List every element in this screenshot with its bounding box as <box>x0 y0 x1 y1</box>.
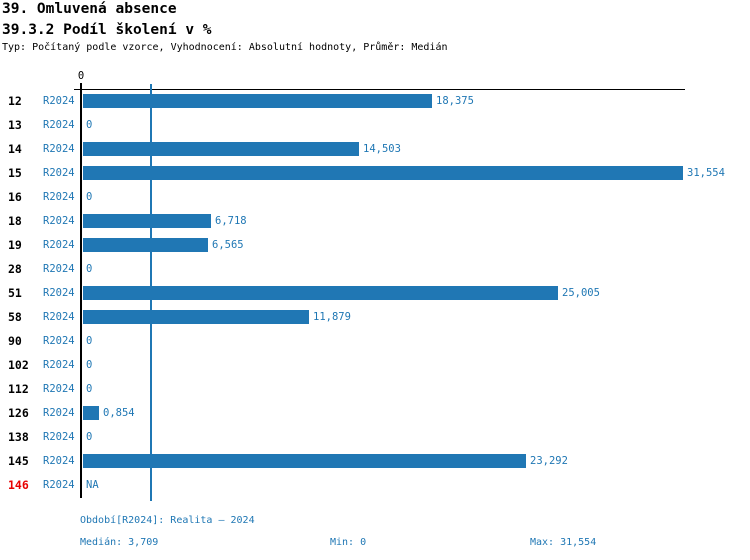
value-bar <box>83 454 526 468</box>
axis-vertical-line <box>80 83 82 498</box>
axis-top-line <box>74 89 685 90</box>
chart-row: 16 R2024 0 <box>0 185 750 209</box>
chart-row: 146 R2024 NA <box>0 473 750 497</box>
chart-row: 13 R2024 0 <box>0 113 750 137</box>
row-period-label: R2024 <box>43 383 75 395</box>
row-period-label: R2024 <box>43 191 75 203</box>
chart-row: 28 R2024 0 <box>0 257 750 281</box>
footer-max-stat: Max: 31,554 <box>530 537 597 548</box>
chart-row: 112 R2024 0 <box>0 377 750 401</box>
chart-meta-line: Typ: Počítaný podle vzorce, Vyhodnocení:… <box>2 42 448 53</box>
row-value-label: 25,005 <box>562 287 600 299</box>
footer-median-stat: Medián: 3,709 <box>80 537 159 548</box>
row-value-label: 31,554 <box>687 167 725 179</box>
value-bar <box>83 406 99 420</box>
row-value-label: 0 <box>86 263 93 275</box>
row-period-label: R2024 <box>43 263 75 275</box>
row-category-label: 138 <box>8 430 29 444</box>
value-bar <box>83 286 558 300</box>
row-value-label: 6,718 <box>215 215 247 227</box>
footer-period-info: Období[R2024]: Realita – 2024 <box>80 515 255 526</box>
row-category-label: 126 <box>8 406 29 420</box>
row-category-label: 102 <box>8 358 29 372</box>
chart-row: 90 R2024 0 <box>0 329 750 353</box>
row-value-label: NA <box>86 479 99 491</box>
row-category-label: 58 <box>8 310 22 324</box>
chart-row: 51 R2024 25,005 <box>0 281 750 305</box>
row-value-label: 0 <box>86 119 93 131</box>
row-category-label: 14 <box>8 142 22 156</box>
chart-row: 19 R2024 6,565 <box>0 233 750 257</box>
row-period-label: R2024 <box>43 167 75 179</box>
value-bar <box>83 94 432 108</box>
row-period-label: R2024 <box>43 479 75 491</box>
row-value-label: 18,375 <box>436 95 474 107</box>
row-period-label: R2024 <box>43 359 75 371</box>
row-period-label: R2024 <box>43 119 75 131</box>
row-period-label: R2024 <box>43 431 75 443</box>
chart-row: 102 R2024 0 <box>0 353 750 377</box>
row-category-label: 16 <box>8 190 22 204</box>
row-category-label: 13 <box>8 118 22 132</box>
row-category-label: 51 <box>8 286 22 300</box>
row-period-label: R2024 <box>43 311 75 323</box>
row-value-label: 0 <box>86 359 93 371</box>
row-category-label: 19 <box>8 238 22 252</box>
row-value-label: 0 <box>86 191 93 203</box>
row-value-label: 11,879 <box>313 311 351 323</box>
row-period-label: R2024 <box>43 143 75 155</box>
row-period-label: R2024 <box>43 407 75 419</box>
chart-row: 14 R2024 14,503 <box>0 137 750 161</box>
chart-row: 58 R2024 11,879 <box>0 305 750 329</box>
row-value-label: 6,565 <box>212 239 244 251</box>
row-value-label: 23,292 <box>530 455 568 467</box>
chart-row: 138 R2024 0 <box>0 425 750 449</box>
row-period-label: R2024 <box>43 215 75 227</box>
row-period-label: R2024 <box>43 455 75 467</box>
chart-title: 39.3.2 Podíl školení v % <box>2 22 212 38</box>
row-category-label: 28 <box>8 262 22 276</box>
page-title: 39. Omluvená absence <box>2 1 177 17</box>
row-value-label: 0 <box>86 335 93 347</box>
chart-row: 12 R2024 18,375 <box>0 89 750 113</box>
row-category-label: 112 <box>8 382 29 396</box>
chart-row: 145 R2024 23,292 <box>0 449 750 473</box>
value-bar <box>83 166 683 180</box>
axis-zero-tick-label: 0 <box>77 70 85 82</box>
chart-row: 15 R2024 31,554 <box>0 161 750 185</box>
row-period-label: R2024 <box>43 335 75 347</box>
value-bar <box>83 310 309 324</box>
row-period-label: R2024 <box>43 287 75 299</box>
value-bar <box>83 142 359 156</box>
row-period-label: R2024 <box>43 239 75 251</box>
chart-row: 18 R2024 6,718 <box>0 209 750 233</box>
row-value-label: 0 <box>86 431 93 443</box>
row-category-label: 12 <box>8 94 22 108</box>
row-category-label: 145 <box>8 454 29 468</box>
footer-min-stat: Min: 0 <box>330 537 367 548</box>
row-category-label: 15 <box>8 166 22 180</box>
row-category-label: 90 <box>8 334 22 348</box>
row-value-label: 0 <box>86 383 93 395</box>
row-period-label: R2024 <box>43 95 75 107</box>
row-value-label: 0,854 <box>103 407 135 419</box>
chart-row: 126 R2024 0,854 <box>0 401 750 425</box>
row-value-label: 14,503 <box>363 143 401 155</box>
value-bar <box>83 238 208 252</box>
row-category-label: 146 <box>8 478 29 492</box>
row-category-label: 18 <box>8 214 22 228</box>
value-bar <box>83 214 211 228</box>
